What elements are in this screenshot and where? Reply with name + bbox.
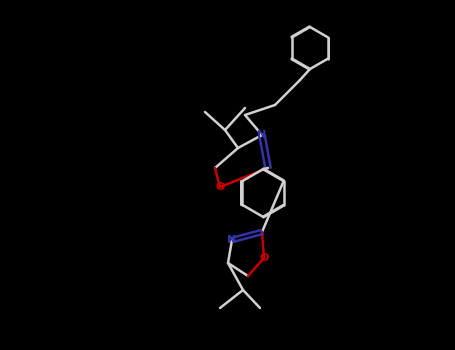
Text: O: O bbox=[215, 182, 225, 192]
Text: N: N bbox=[258, 130, 267, 140]
Text: N: N bbox=[228, 235, 237, 245]
Text: O: O bbox=[259, 253, 269, 263]
